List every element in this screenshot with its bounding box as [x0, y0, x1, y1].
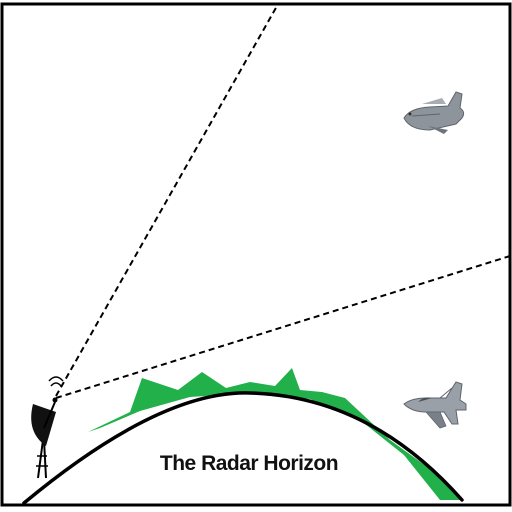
radar-dish-icon — [31, 376, 64, 479]
terrain-mountains — [88, 368, 462, 500]
earth-curve — [22, 391, 464, 505]
diagram-caption: The Radar Horizon — [160, 452, 338, 475]
transport-aircraft-icon — [403, 91, 465, 134]
upper-sight-line — [55, 5, 278, 397]
lower-sight-line — [55, 255, 511, 399]
fighter-jet-icon — [403, 381, 467, 429]
